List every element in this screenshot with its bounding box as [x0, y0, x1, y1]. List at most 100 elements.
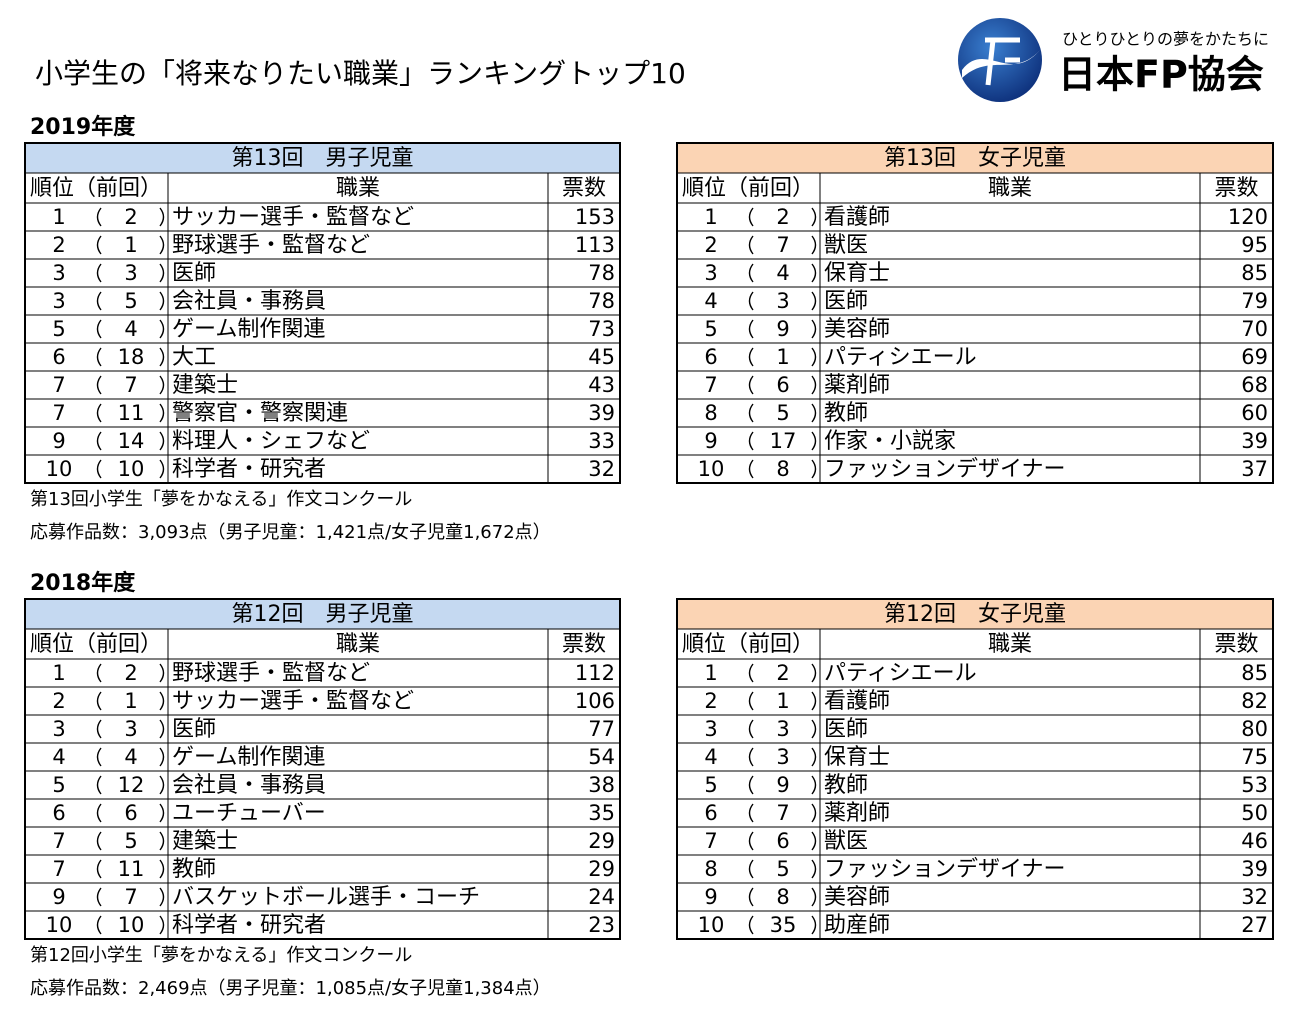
- votes: 113: [575, 233, 615, 257]
- occupation: 薬剤師: [824, 801, 890, 826]
- votes: 112: [575, 661, 615, 685]
- votes: 69: [1241, 345, 1268, 369]
- occupation: ゲーム制作関連: [172, 317, 325, 342]
- occupation: バスケットボール選手・コーチ: [172, 885, 480, 910]
- rank: 1: [704, 205, 717, 229]
- previous-rank: 5: [124, 289, 137, 313]
- votes: 45: [588, 345, 615, 369]
- rank: 9: [704, 429, 717, 453]
- table-title-bg: [677, 599, 1273, 629]
- paren-close: [159, 915, 165, 935]
- rank: 6: [52, 345, 65, 369]
- occupation: ファッションデザイナー: [824, 457, 1066, 482]
- votes: 38: [588, 773, 615, 797]
- paren-close: [811, 887, 817, 907]
- note: 応募作品数：3,093点（男子児童：1,421点/女子児童1,672点）: [30, 522, 551, 543]
- column-header: 票数: [1214, 632, 1258, 657]
- rank: 9: [704, 885, 717, 909]
- rank: 7: [52, 857, 65, 881]
- occupation: ユーチューバー: [172, 801, 326, 826]
- paren-open: [96, 347, 102, 367]
- paren-open: [96, 803, 102, 823]
- table-title-bg: [677, 143, 1273, 173]
- rank: 1: [52, 205, 65, 229]
- votes: 29: [588, 857, 615, 881]
- paren-close: [159, 375, 165, 395]
- section-year: 2018年度: [30, 570, 136, 596]
- votes: 39: [1241, 429, 1268, 453]
- previous-rank: 8: [776, 885, 789, 909]
- rank: 5: [704, 773, 717, 797]
- previous-rank: 10: [118, 913, 145, 937]
- previous-rank: 2: [124, 661, 137, 685]
- votes: 37: [1241, 457, 1268, 481]
- occupation: 美容師: [824, 885, 890, 910]
- previous-rank: 3: [776, 717, 789, 741]
- column-header: 順位（前回）: [682, 176, 814, 201]
- paren-open: [748, 375, 754, 395]
- rank: 7: [52, 373, 65, 397]
- previous-rank: 6: [124, 801, 137, 825]
- paren-close: [811, 663, 817, 683]
- votes: 43: [588, 373, 615, 397]
- occupation: 助産師: [824, 913, 890, 938]
- occupation: 医師: [824, 289, 868, 314]
- paren-close: [159, 663, 165, 683]
- rank: 10: [46, 457, 73, 481]
- paren-open: [748, 459, 754, 479]
- paren-open: [96, 663, 102, 683]
- column-header: 職業: [988, 176, 1032, 201]
- paren-open: [96, 291, 102, 311]
- previous-rank: 3: [124, 261, 137, 285]
- column-header: 職業: [988, 632, 1032, 657]
- votes: 80: [1241, 717, 1268, 741]
- previous-rank: 7: [124, 373, 137, 397]
- paren-open: [748, 431, 754, 451]
- paren-open: [748, 915, 754, 935]
- logo-mark: [958, 18, 1042, 102]
- votes: 78: [588, 261, 615, 285]
- occupation: ゲーム制作関連: [172, 745, 325, 770]
- rank: 3: [704, 717, 717, 741]
- occupation: 教師: [824, 773, 868, 798]
- paren-close: [159, 403, 165, 423]
- occupation: 医師: [824, 717, 868, 742]
- paren-open: [748, 263, 754, 283]
- paren-close: [159, 747, 165, 767]
- paren-close: [159, 459, 165, 479]
- paren-open: [748, 207, 754, 227]
- occupation: 医師: [172, 261, 216, 286]
- paren-open: [96, 319, 102, 339]
- table-title: 第13回 男子児童: [232, 146, 414, 171]
- paren-close: [811, 319, 817, 339]
- column-header: 票数: [562, 632, 606, 657]
- votes: 35: [588, 801, 615, 825]
- column-header: 順位（前回）: [682, 632, 814, 657]
- paren-open: [748, 347, 754, 367]
- paren-open: [748, 663, 754, 683]
- occupation: 教師: [824, 401, 868, 426]
- table-border: [24, 142, 621, 484]
- paren-open: [96, 431, 102, 451]
- occupation: サッカー選手・監督など: [172, 689, 414, 714]
- previous-rank: 3: [124, 717, 137, 741]
- table-border: [24, 598, 621, 940]
- votes: 53: [1241, 773, 1268, 797]
- paren-open: [748, 803, 754, 823]
- previous-rank: 4: [124, 745, 137, 769]
- paren-close: [811, 775, 817, 795]
- rank: 3: [52, 717, 65, 741]
- logo-letters: [985, 37, 1020, 86]
- previous-rank: 4: [124, 317, 137, 341]
- paren-close: [811, 235, 817, 255]
- table-title: 第13回 女子児童: [884, 146, 1066, 171]
- paren-close: [811, 431, 817, 451]
- votes: 39: [588, 401, 615, 425]
- paren-open: [96, 747, 102, 767]
- votes: 39: [1241, 857, 1268, 881]
- votes: 73: [588, 317, 615, 341]
- votes: 85: [1241, 261, 1268, 285]
- previous-rank: 17: [770, 429, 797, 453]
